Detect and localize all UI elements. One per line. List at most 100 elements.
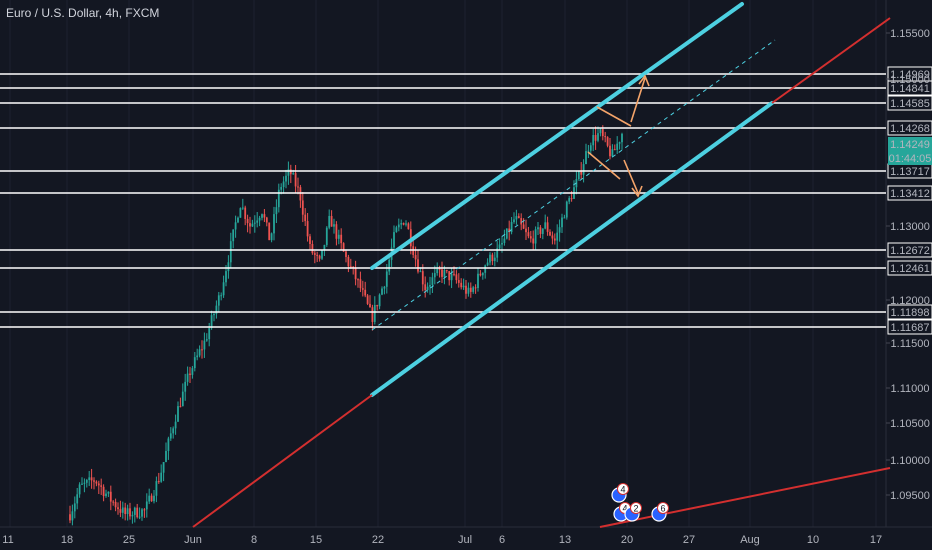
candle-body <box>359 279 362 289</box>
candle-body <box>340 234 343 244</box>
candle-body <box>424 284 427 290</box>
price-axis-label: 1.10500 <box>890 418 930 430</box>
candle-body <box>347 256 350 267</box>
candle-body <box>544 222 547 229</box>
candle-body <box>556 232 559 241</box>
candle-body <box>275 207 278 215</box>
candle-body <box>227 262 230 272</box>
candle-body <box>421 271 424 285</box>
candle-body <box>90 477 93 481</box>
candle-body <box>328 215 331 228</box>
candle-body <box>469 287 472 292</box>
candle-body <box>592 135 595 146</box>
candle-body <box>385 271 388 287</box>
candle-body <box>527 232 530 237</box>
candle-body <box>309 236 311 244</box>
candle-body <box>335 224 338 239</box>
countdown-label: 01:44:05 <box>889 153 932 165</box>
candle-body <box>196 355 199 358</box>
event-marker-badge <box>630 502 642 514</box>
candle-body <box>222 282 225 296</box>
candle-body <box>517 216 520 219</box>
candle-body <box>369 303 371 308</box>
candle-body <box>515 216 518 220</box>
candle-body <box>376 305 379 307</box>
candle-body <box>261 214 263 218</box>
candle-body <box>133 507 136 515</box>
level-price-label: 1.12672 <box>890 245 930 257</box>
level-price-label: 1.14969 <box>890 69 930 81</box>
candle-body <box>172 428 175 434</box>
candle-body <box>181 391 184 407</box>
candle-body <box>491 254 494 262</box>
candle-body <box>210 315 213 329</box>
candle-body <box>611 149 614 157</box>
candle-body <box>258 217 261 221</box>
candle-body <box>186 373 189 382</box>
candle-body <box>498 244 501 249</box>
candle-body <box>414 254 417 260</box>
breakdown-arrow-down-head <box>631 185 643 198</box>
candle-body <box>441 269 443 277</box>
candle-body <box>177 406 179 422</box>
candle-body <box>361 288 364 290</box>
candle-body <box>143 509 146 511</box>
candle-body <box>529 236 532 239</box>
candle-body <box>474 287 477 289</box>
time-axis-label: 8 <box>251 534 257 546</box>
candle-body <box>467 287 470 294</box>
candle-body <box>251 223 254 227</box>
time-axis-label: 25 <box>123 534 135 546</box>
candle-body <box>306 221 309 237</box>
breakout-arrow-up <box>630 77 646 123</box>
level-price-label: 1.14841 <box>890 83 930 95</box>
flag-lower-line <box>587 151 621 180</box>
candle-body <box>232 229 235 242</box>
candle-body <box>457 280 460 283</box>
candle-body <box>277 189 280 208</box>
candle-body <box>304 214 307 222</box>
candle-body <box>589 145 592 151</box>
price-axis-label: 1.13000 <box>890 221 930 233</box>
candle-body <box>546 222 549 232</box>
candle-body <box>263 214 266 218</box>
event-marker-badge <box>617 483 629 495</box>
candle-body <box>117 507 119 510</box>
candle-body <box>234 222 237 230</box>
candle-body <box>81 483 83 485</box>
candle-body <box>169 433 172 439</box>
candle-body <box>256 220 259 223</box>
price-axis-label: 1.10000 <box>890 455 930 467</box>
breakout-arrow-up-head <box>638 74 650 87</box>
candle-body <box>213 313 215 316</box>
candle-body <box>455 274 458 281</box>
candle-body <box>558 227 561 233</box>
candle-body <box>270 233 273 241</box>
candle-body <box>333 224 335 227</box>
candle-body <box>397 224 400 228</box>
candle-body <box>505 228 508 239</box>
candle-body <box>606 137 609 146</box>
candle-body <box>489 254 491 263</box>
candle-body <box>282 181 285 188</box>
candle-body <box>618 142 621 144</box>
candle-body <box>167 438 170 451</box>
candle-body <box>325 227 328 245</box>
candle-body <box>78 484 81 495</box>
candle-body <box>193 357 196 369</box>
candle-body <box>371 307 374 322</box>
candle-body <box>265 217 268 223</box>
candle-body <box>565 201 568 218</box>
candle-body <box>599 129 602 134</box>
candle-body <box>501 242 503 245</box>
candle-body <box>203 340 206 350</box>
candle-body <box>568 198 571 202</box>
candle-body <box>383 286 386 289</box>
candle-body <box>604 136 607 138</box>
time-axis-label: 18 <box>61 534 73 546</box>
candle-body <box>107 491 110 494</box>
candle-body <box>249 223 251 227</box>
candle-body <box>285 175 287 182</box>
time-axis-label: 6 <box>499 534 505 546</box>
